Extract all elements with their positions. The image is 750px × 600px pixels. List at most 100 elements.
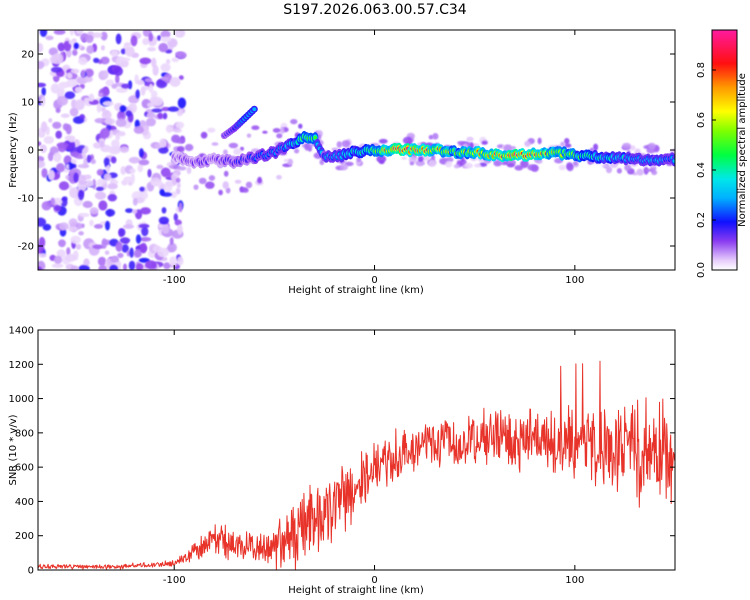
ridge-halo-blob xyxy=(184,143,194,152)
ridge-halo-blob xyxy=(223,149,228,156)
ridge-halo-blob xyxy=(474,163,482,168)
noise-blob xyxy=(115,118,127,127)
noise-blob xyxy=(135,89,140,99)
noise-blob xyxy=(70,265,79,270)
noise-blob xyxy=(119,237,131,244)
noise-blob xyxy=(56,163,65,173)
ridge-halo-blob xyxy=(200,131,208,139)
ridge-halo-blob xyxy=(593,143,599,151)
noise-blob xyxy=(38,244,45,254)
colorbar-ticks: 0.0 0.2 0.4 0.6 0.8 xyxy=(696,62,716,278)
noise-blob xyxy=(132,198,138,206)
y-tick-label: 0 xyxy=(28,146,34,157)
y-tick-label: 1200 xyxy=(9,360,34,371)
noise-blob xyxy=(64,91,76,99)
noise-blob xyxy=(157,112,163,119)
noise-blob xyxy=(123,263,127,270)
ridge-halo-blob xyxy=(415,160,425,167)
noise-blob xyxy=(130,35,138,47)
noise-blob xyxy=(132,209,138,214)
noise-blob xyxy=(161,207,167,214)
noise-blob xyxy=(151,108,163,113)
noise-blob xyxy=(159,138,167,148)
noise-blob xyxy=(109,264,119,270)
noise-blob xyxy=(140,86,146,96)
noise-blob xyxy=(111,139,120,149)
noise-blob xyxy=(77,164,90,169)
noise-blob xyxy=(163,262,171,270)
noise-blob xyxy=(107,183,118,190)
noise-blob xyxy=(158,146,169,154)
noise-blob xyxy=(68,218,78,227)
noise-blob xyxy=(145,260,157,270)
ridge-halo-blob xyxy=(298,123,303,129)
noise-blob xyxy=(167,106,179,112)
ridge-halo-blob xyxy=(572,161,579,166)
noise-blob xyxy=(139,186,145,192)
noise-blob xyxy=(138,159,150,166)
ridge-halo-blob xyxy=(636,168,644,176)
ridge-halo-blob xyxy=(520,160,529,169)
noise-blob xyxy=(146,117,156,127)
noise-blob xyxy=(78,189,85,201)
noise-blob xyxy=(88,93,95,102)
noise-blob xyxy=(60,113,70,118)
noise-blob xyxy=(152,245,162,252)
noise-blob xyxy=(54,205,62,212)
noise-blob xyxy=(125,208,134,214)
spectrogram-y-label: Frequency (Hz) xyxy=(8,112,19,188)
noise-blob xyxy=(66,247,71,256)
noise-blob xyxy=(128,156,141,164)
ridge-halo-blob xyxy=(193,184,199,190)
noise-blob xyxy=(160,36,172,43)
ridge-halo-blob xyxy=(205,181,215,189)
ridge-halo-blob xyxy=(222,181,229,190)
noise-blob xyxy=(82,200,93,209)
noise-blob xyxy=(53,152,62,163)
noise-blob xyxy=(75,30,84,34)
ridge-halo-blob xyxy=(186,166,192,175)
noise-blob xyxy=(86,154,92,163)
noise-blob xyxy=(151,30,161,33)
ridge-halo-blob xyxy=(558,164,567,171)
noise-blob xyxy=(98,92,104,98)
noise-blob xyxy=(69,187,80,199)
ridge-halo-blob xyxy=(246,133,252,138)
noise-blob xyxy=(176,51,187,59)
ridge-halo-blob xyxy=(262,130,268,134)
noise-blob xyxy=(123,224,135,230)
ridge-halo-blob xyxy=(304,143,310,151)
ridge-halo-blob xyxy=(506,163,515,168)
y-tick-label: 1000 xyxy=(9,394,34,405)
x-tick-label: 0 xyxy=(371,275,377,286)
noise-blob xyxy=(157,35,161,41)
noise-blob xyxy=(165,58,171,65)
y-tick-label: 20 xyxy=(21,50,34,61)
noise-blob xyxy=(39,144,47,153)
ridge-halo-blob xyxy=(290,119,298,125)
ridge-halo-blob xyxy=(493,160,502,167)
noise-blob xyxy=(115,33,122,45)
noise-blob xyxy=(171,57,180,63)
noise-blob xyxy=(111,83,118,89)
noise-blob xyxy=(147,168,152,178)
noise-blob xyxy=(72,49,78,56)
noise-blob xyxy=(78,231,84,236)
ridge-halo-blob xyxy=(601,164,609,168)
noise-blob xyxy=(169,256,178,267)
noise-blob xyxy=(138,223,150,229)
noise-blob xyxy=(50,197,55,206)
ridge-cell-core xyxy=(672,159,675,163)
noise-blob xyxy=(75,243,82,250)
noise-blob xyxy=(92,178,97,190)
noise-blob xyxy=(133,125,144,134)
y-tick-label: 10 xyxy=(21,98,34,109)
noise-blob xyxy=(160,76,169,81)
noise-blob xyxy=(83,145,89,153)
noise-blob xyxy=(169,237,174,245)
noise-blob xyxy=(117,110,126,121)
snr-frame xyxy=(37,329,676,571)
noise-blob xyxy=(151,180,164,187)
noise-blob xyxy=(89,207,99,215)
noise-blob xyxy=(158,42,169,53)
